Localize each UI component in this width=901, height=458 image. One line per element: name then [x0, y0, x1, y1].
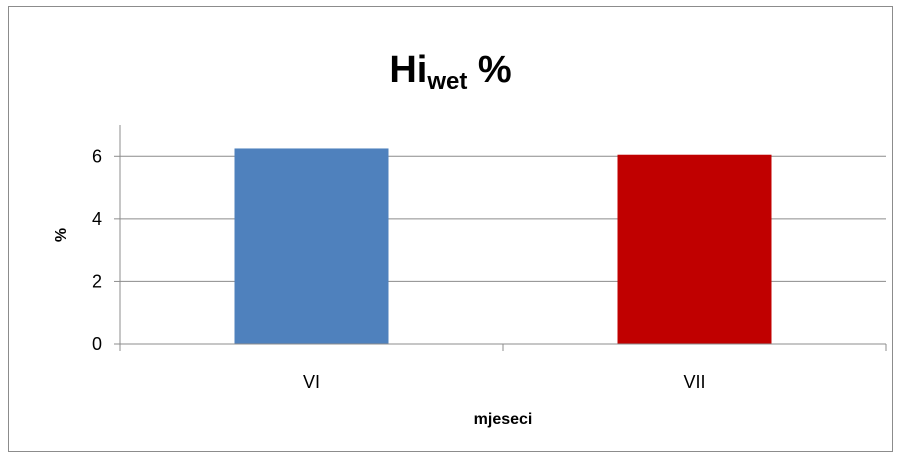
x-axis-title: mjeseci: [474, 411, 533, 428]
y-axis-title: %: [53, 228, 70, 242]
x-tick-label-VII: VII: [683, 372, 705, 392]
x-tick-label-VI: VI: [303, 372, 320, 392]
axes: [114, 125, 887, 351]
y-tick-label-0: 0: [92, 334, 102, 354]
bar-VI: [234, 148, 389, 344]
chart-title-subscript: wet: [427, 68, 468, 95]
chart-title-main: Hi: [389, 49, 428, 91]
bar-VII: [617, 154, 772, 344]
chart-title-suffix: %: [467, 49, 512, 91]
y-tick-label-4: 4: [92, 209, 102, 229]
bars: [234, 148, 772, 344]
y-tick-label-2: 2: [92, 271, 102, 291]
chart-title: Hiwet %: [9, 51, 892, 94]
tick-labels: 0 2 4 6 VI VII: [92, 146, 706, 392]
y-tick-label-6: 6: [92, 146, 102, 166]
